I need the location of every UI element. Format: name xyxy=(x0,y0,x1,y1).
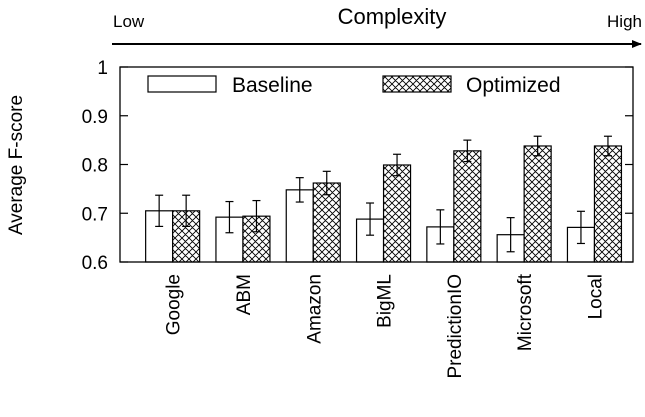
legend-label-baseline: Baseline xyxy=(232,74,313,97)
complexity-high-label: High xyxy=(607,12,642,31)
x-tick-label-predictionio: PredictionIO xyxy=(445,274,466,379)
bar-optimized-microsoft xyxy=(523,145,552,263)
legend-swatch-optimized xyxy=(382,75,452,93)
x-tick-label-local: Local xyxy=(585,274,606,319)
complexity-low-label: Low xyxy=(113,12,145,31)
y-tick-label: 0.6 xyxy=(82,253,108,274)
y-axis-ticks: 0.6 0.7 0.8 0.9 1 xyxy=(82,58,633,274)
legend: Baseline Optimized xyxy=(147,74,561,97)
legend-swatch-baseline xyxy=(147,75,217,93)
bar-optimized-amazon xyxy=(312,182,341,263)
y-tick-label: 0.9 xyxy=(82,107,108,128)
plot-frame xyxy=(119,66,634,263)
bar-optimized-bigml xyxy=(382,164,412,263)
bars-group xyxy=(145,135,623,263)
x-tick-label-bigml: BigML xyxy=(375,274,396,328)
complexity-header: Low Complexity High xyxy=(112,4,642,48)
x-tick-label-google: Google xyxy=(164,274,185,335)
y-axis-label: Average F-score xyxy=(6,95,27,235)
complexity-title: Complexity xyxy=(338,4,447,29)
bar-optimized-local xyxy=(593,145,623,263)
legend-label-optimized: Optimized xyxy=(466,74,561,97)
bar-optimized-predictionio xyxy=(453,150,482,263)
y-tick-label: 1 xyxy=(97,58,108,79)
x-tick-label-microsoft: Microsoft xyxy=(515,273,536,351)
x-tick-label-abm: ABM xyxy=(234,274,255,315)
x-tick-label-amazon: Amazon xyxy=(304,274,325,344)
x-axis-tick-labels: Google ABM Amazon BigML PredictionIO Microsof… xyxy=(164,255,606,379)
y-tick-label: 0.8 xyxy=(82,156,108,177)
y-tick-label: 0.7 xyxy=(82,204,108,225)
